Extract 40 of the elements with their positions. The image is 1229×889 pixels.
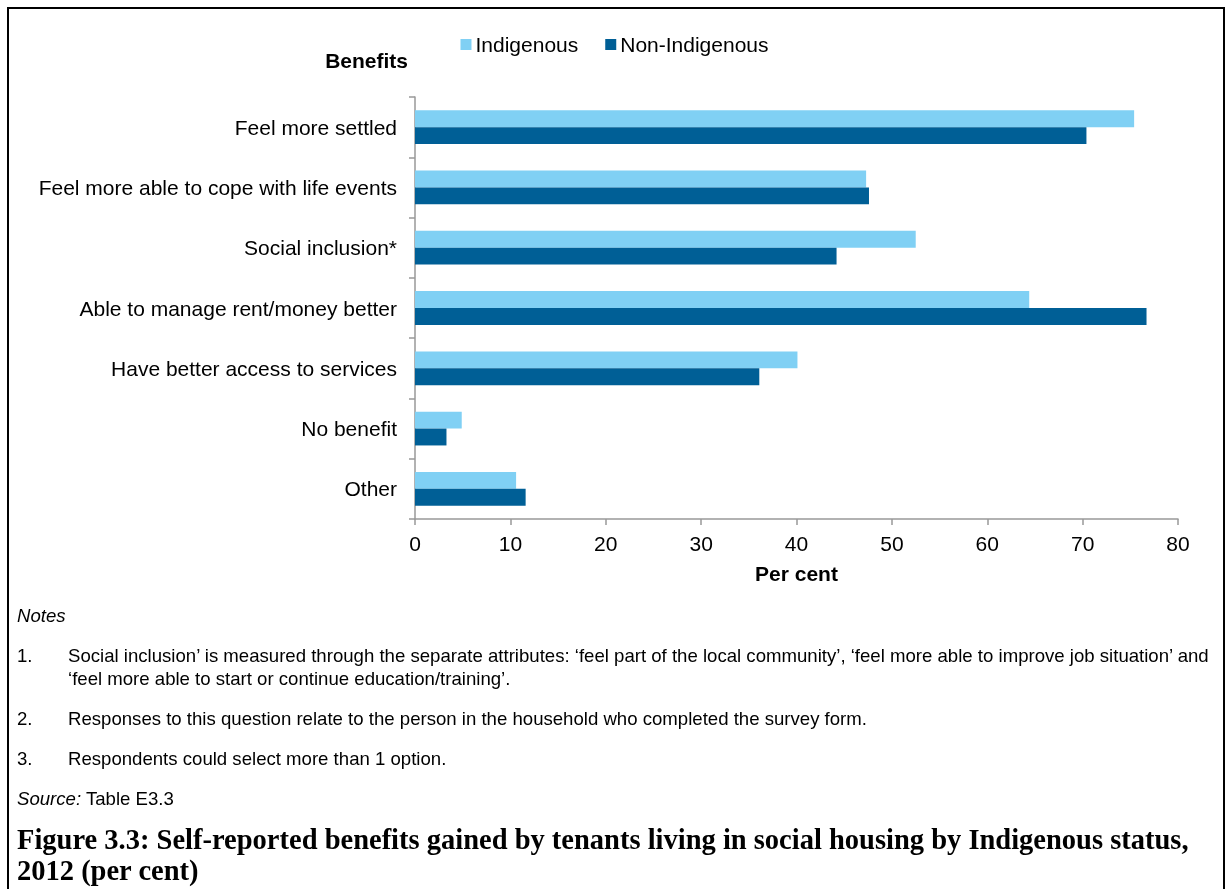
x-tick-label: 0 — [409, 532, 421, 555]
y-axis-title: Benefits — [325, 48, 408, 72]
x-tick-label: 30 — [689, 532, 713, 555]
x-tick-label: 20 — [594, 532, 618, 555]
text: 2. Responses to this question relate to the person in the household who completed the survey form. — [17, 708, 867, 729]
y-tick-label: Have better access to services — [111, 356, 397, 380]
bar — [415, 368, 760, 386]
y-tick-label: Social inclusion* — [244, 236, 397, 260]
x-tick-label: 80 — [1166, 532, 1190, 555]
x-axis-title: Per cent — [755, 562, 838, 585]
bar — [415, 110, 1135, 128]
x-tick-label: 60 — [975, 532, 999, 555]
x-tick-label: 40 — [784, 532, 809, 555]
y-tick-label: Feel more settled — [234, 115, 397, 139]
y-tick-label: Able to manage rent/money better — [79, 296, 397, 320]
bar — [415, 411, 462, 429]
bar — [415, 351, 798, 369]
x-tick-label: 10 — [498, 532, 523, 555]
text: Notes — [17, 605, 66, 626]
bar — [415, 230, 916, 248]
y-tick-label: Other — [344, 477, 397, 501]
bar — [415, 308, 1147, 325]
y-tick-label: Feel more able to cope with life events — [38, 175, 397, 199]
bar — [415, 127, 1087, 145]
bar — [415, 291, 1030, 308]
bar — [415, 488, 526, 506]
text: 1. Social inclusion’ is measured through the separate attributes: ‘feel part of the local community’, ‘feel more able to improve job situation’ and ‘feel more able to start or continue education/training’. — [17, 645, 1209, 689]
source-note: Source: Table E3.3 — [17, 787, 175, 810]
legend-label: Indigenous — [475, 33, 579, 56]
bar — [415, 247, 837, 265]
bar — [415, 170, 867, 188]
text: 3. Respondents could select more than 1 option. — [17, 748, 447, 769]
bar — [415, 471, 517, 489]
y-tick-label: No benefit — [301, 417, 398, 441]
text: Figure 3.3: Self-reported benefits gained by tenants living in social housing by Indigenous status, 2012 (per cent) — [17, 824, 1190, 886]
x-tick-label: 50 — [880, 532, 904, 555]
legend-label: Non-Indigenous — [620, 33, 769, 56]
bar — [415, 428, 447, 446]
bar — [415, 187, 869, 205]
x-tick-label: 70 — [1070, 532, 1095, 555]
